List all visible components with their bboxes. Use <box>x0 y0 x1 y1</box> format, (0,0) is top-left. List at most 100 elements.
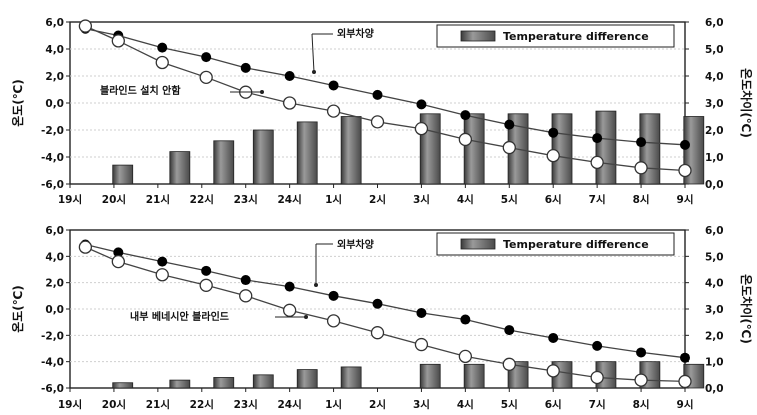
temperature-difference-bar <box>419 363 441 389</box>
x-tick-label: 3시 <box>413 194 430 206</box>
x-tick-label: 7시 <box>589 194 606 206</box>
annotation-label: 내부 베네시안 블라인드 <box>130 310 229 323</box>
x-tick-label: 7시 <box>589 399 606 411</box>
comparison-point <box>282 303 297 317</box>
x-tick-label: 5시 <box>501 399 518 411</box>
external-shading-point <box>372 298 383 309</box>
annotation-dot <box>314 283 318 287</box>
y-right-tick-label: 0,0 <box>705 179 724 191</box>
x-tick-label: 9시 <box>677 194 694 206</box>
comparison-point <box>78 240 93 254</box>
external-shading-point <box>328 80 339 91</box>
external-shading-point <box>372 89 383 100</box>
comparison-point <box>502 140 516 155</box>
x-tick-label: 19시 <box>58 399 82 411</box>
y-right-tick-label: 2,0 <box>705 125 724 137</box>
external-shading-point <box>460 314 471 325</box>
x-tick-label: 2시 <box>369 399 386 411</box>
y-right-tick-label: 0,0 <box>705 383 724 395</box>
comparison-point <box>546 364 560 378</box>
external-shading-point <box>284 71 295 81</box>
x-tick-label: 24시 <box>278 399 302 411</box>
external-shading-point <box>240 62 251 73</box>
temperature-difference-bar <box>112 382 134 389</box>
external-shading-point <box>548 332 559 343</box>
comparison-point <box>634 373 648 387</box>
comparison-point <box>414 337 429 352</box>
annotation-label: 외부차양 <box>337 27 375 40</box>
x-tick-label: 6시 <box>545 399 562 411</box>
y-left-tick-label: 4,0 <box>45 251 64 263</box>
x-tick-label: 1시 <box>325 399 342 411</box>
comparison-point <box>111 34 125 48</box>
external-shading-point <box>680 139 690 150</box>
comparison-point <box>458 349 473 364</box>
external-shading-point <box>328 290 339 301</box>
external-shading-point <box>416 307 427 318</box>
y-left-axis-label: 온도(℃) <box>10 285 25 333</box>
y-left-tick-label: 0,0 <box>45 98 64 110</box>
y-right-tick-label: 5,0 <box>705 251 724 263</box>
x-tick-label: 20시 <box>102 399 126 411</box>
comparison-point <box>78 19 93 33</box>
comparison-point <box>678 163 692 178</box>
x-tick-label: 20시 <box>102 194 126 206</box>
y-right-tick-label: 6,0 <box>705 17 724 29</box>
annotation-bg <box>334 237 400 251</box>
external-shading-point <box>504 325 515 336</box>
y-right-axis-label: 온도차이(℃) <box>739 274 754 344</box>
comparison-point <box>111 254 125 269</box>
annotation-dot <box>304 315 308 319</box>
y-right-tick-label: 4,0 <box>705 278 724 290</box>
annotation-label: 블라인드 설치 안함 <box>100 84 181 97</box>
y-left-tick-label: -2,0 <box>41 330 64 342</box>
comparison-point <box>155 268 169 282</box>
x-tick-label: 24시 <box>278 194 302 206</box>
y-left-axis-label: 온도(℃) <box>10 79 25 127</box>
comparison-point <box>199 278 213 292</box>
legend-label: Temperature difference <box>503 30 649 43</box>
y-right-tick-label: 5,0 <box>705 44 724 56</box>
comparison-point <box>634 161 648 175</box>
x-tick-label: 21시 <box>146 194 170 206</box>
x-tick-label: 6시 <box>545 194 562 206</box>
legend-box <box>436 232 675 256</box>
external-shading-point <box>548 127 559 138</box>
external-shading-point <box>460 110 471 121</box>
y-right-tick-label: 3,0 <box>705 98 724 110</box>
x-tick-label: 1시 <box>325 194 342 206</box>
external-shading-point <box>157 42 168 53</box>
legend-label: Temperature difference <box>503 238 649 251</box>
y-left-tick-label: 6,0 <box>45 225 64 237</box>
y-right-tick-label: 1,0 <box>705 152 724 164</box>
external-shading-point <box>636 347 647 358</box>
x-tick-label: 2시 <box>369 194 386 206</box>
annotation-bg <box>334 26 400 40</box>
comparison-point <box>590 370 604 385</box>
temperature-difference-bar <box>213 377 235 389</box>
external-shading-point <box>284 281 295 292</box>
y-right-tick-label: 3,0 <box>705 304 724 316</box>
temperature-difference-bar <box>213 140 235 185</box>
temperature-difference-bar <box>296 121 318 185</box>
temperature-difference-bar <box>340 116 362 185</box>
comparison-point <box>199 70 213 84</box>
y-right-axis-label: 온도차이(℃) <box>739 68 754 138</box>
comparison-point <box>458 132 473 147</box>
external-shading-point <box>680 352 690 363</box>
x-tick-label: 8시 <box>633 399 650 411</box>
y-left-tick-label: 2,0 <box>45 278 64 290</box>
x-tick-label: 3시 <box>413 399 430 411</box>
annotation-dot <box>260 90 264 94</box>
y-left-tick-label: -6,0 <box>41 383 64 395</box>
external-shading-point <box>504 119 515 130</box>
temperature-difference-bar <box>340 366 362 389</box>
comparison-point <box>502 357 516 371</box>
temperature-difference-bar <box>595 110 617 185</box>
x-tick-label: 22시 <box>190 194 214 206</box>
y-left-tick-label: -2,0 <box>41 125 64 137</box>
comparison-point <box>326 104 341 118</box>
temperature-difference-bar <box>463 363 485 389</box>
temperature-difference-bar <box>112 164 134 185</box>
